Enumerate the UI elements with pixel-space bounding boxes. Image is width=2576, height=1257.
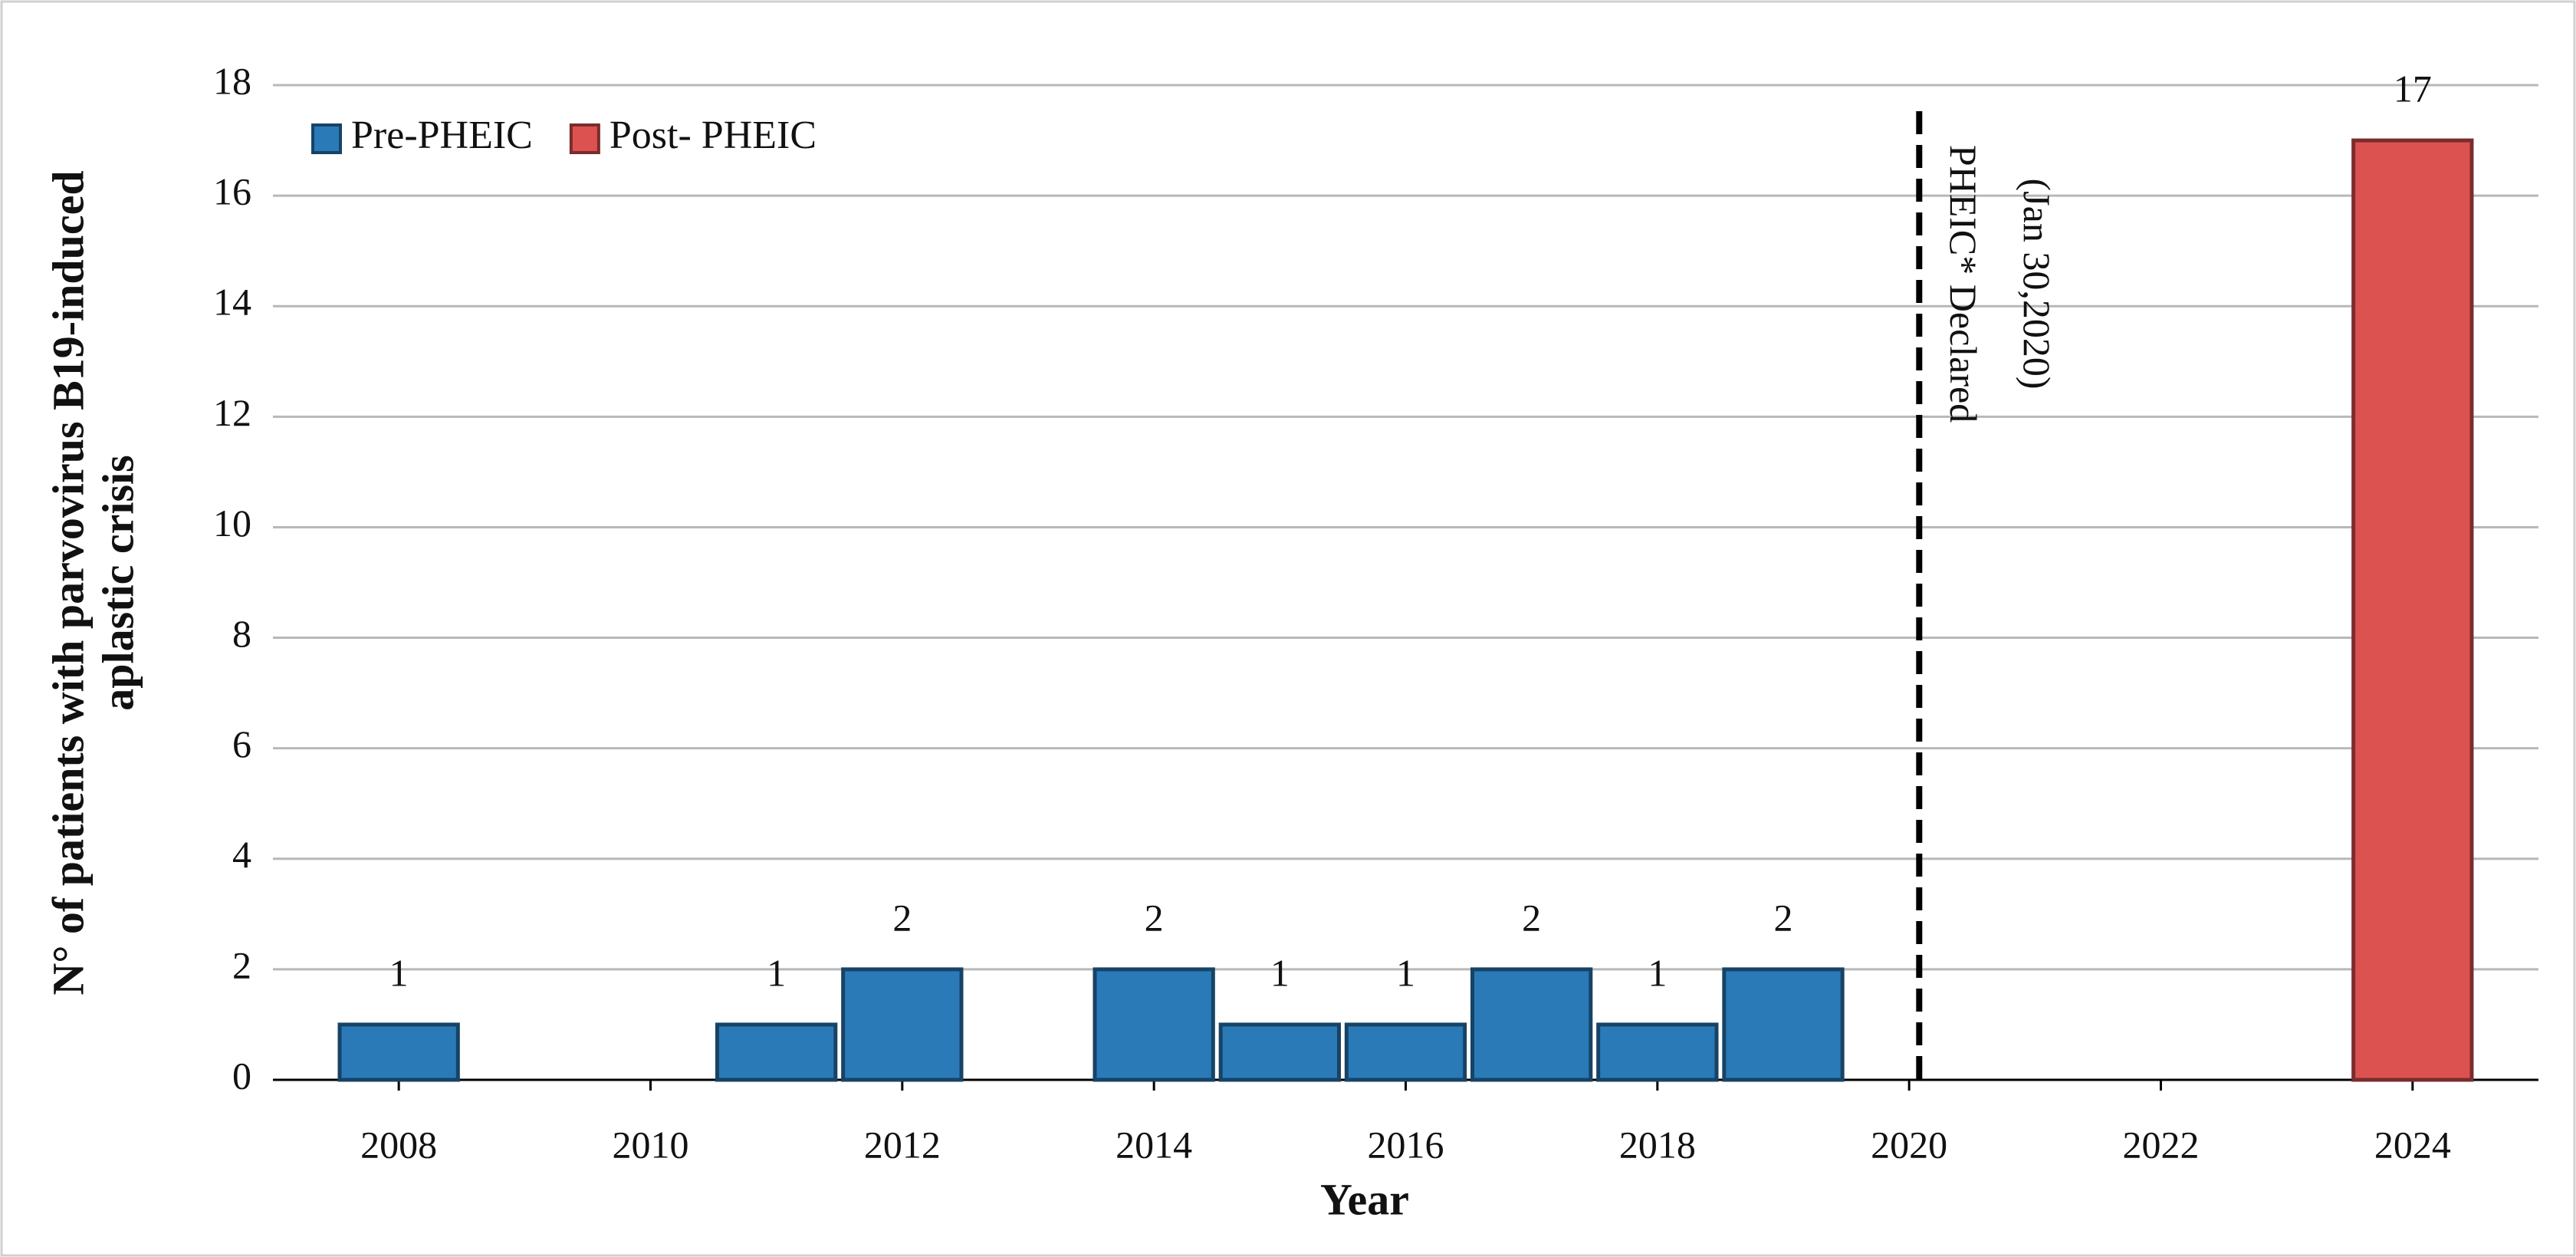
y-tick-label: 0 [232,1054,251,1097]
x-tick-label: 2022 [2123,1123,2200,1166]
x-tick-label: 2014 [1116,1123,1192,1166]
y-tick-label: 16 [213,170,251,213]
x-tick-label: 2018 [1619,1123,1696,1166]
y-axis-title: aplastic crisis [93,455,143,710]
value-label: 1 [1270,951,1290,994]
y-tick-label: 6 [232,722,251,765]
bar [1344,1022,1467,1082]
x-tick-label: 2010 [613,1123,689,1166]
y-axis-title: N° of patients with parvovirus B19-induc… [43,170,93,995]
value-label: 2 [1522,896,1541,939]
bar [841,967,964,1082]
bar [1092,967,1215,1082]
legend-label: Post- PHEIC [610,114,816,157]
x-tick-label: 2008 [360,1123,437,1166]
legend-label: Pre-PHEIC [351,114,533,157]
value-label: 1 [1648,951,1667,994]
bar [1722,967,1845,1082]
value-label: 2 [892,896,912,939]
y-tick-label: 18 [213,59,251,102]
value-label: 1 [767,951,786,994]
annotation-text: PHEIC* Declared [1942,145,1985,423]
bar [1470,967,1593,1082]
x-tick-label: 2016 [1368,1123,1444,1166]
bar [337,1022,460,1082]
y-tick-label: 2 [232,943,251,986]
y-tick-label: 14 [213,281,251,324]
bar [715,1022,838,1082]
value-label: 2 [1774,896,1793,939]
bar [1596,1022,1719,1082]
y-tick-label: 12 [213,391,251,434]
y-tick-label: 8 [232,612,251,655]
bar [2351,138,2474,1082]
x-tick-label: 2024 [2374,1123,2451,1166]
value-label: 1 [389,951,409,994]
y-tick-label: 4 [232,833,251,876]
annotation-text: (Jan 30,2020) [2016,179,2058,390]
value-label: 17 [2394,67,2432,110]
value-label: 1 [1396,951,1415,994]
x-tick-label: 2012 [864,1123,941,1166]
y-tick-label: 10 [213,502,251,545]
value-label: 2 [1145,896,1164,939]
legend-swatch [569,123,600,154]
legend-swatch [311,123,342,154]
x-tick-label: 2020 [1871,1123,1947,1166]
x-axis-title: Year [1320,1174,1409,1224]
bar [1218,1022,1341,1082]
